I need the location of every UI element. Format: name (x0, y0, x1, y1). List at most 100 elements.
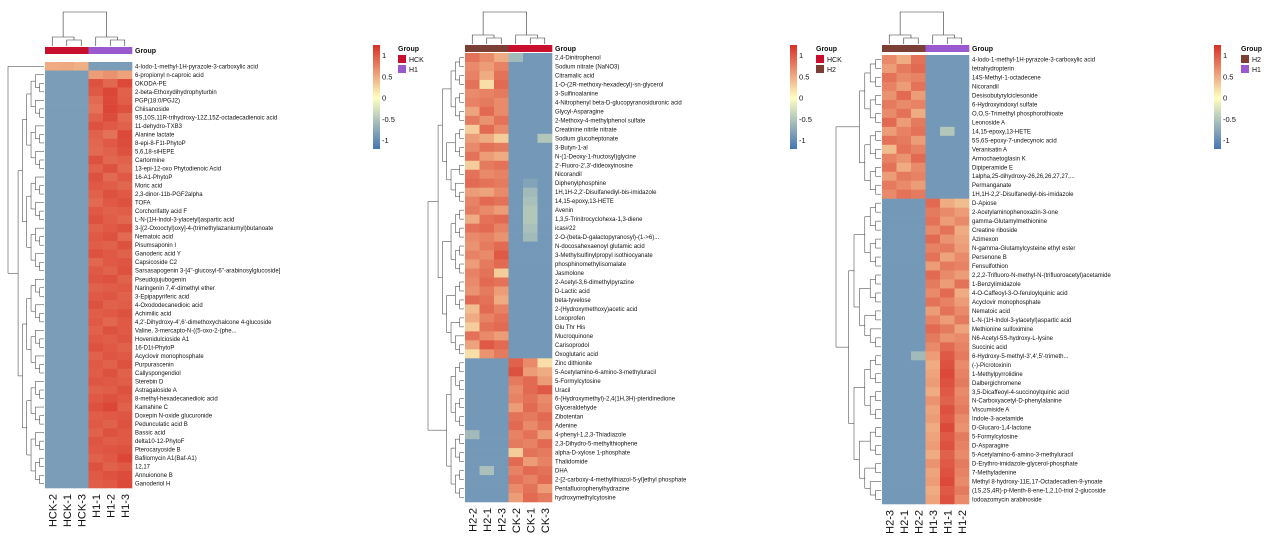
heatmap-cell (465, 187, 480, 197)
heatmap-cell (117, 462, 133, 472)
heatmap-cell (911, 108, 926, 119)
heatmap-cell (508, 349, 524, 359)
heatmap-cell (954, 306, 970, 316)
heatmap-cell (911, 387, 926, 397)
heatmap-cell (45, 317, 60, 327)
heatmap-cell (911, 486, 926, 496)
heatmap-cell (537, 457, 553, 467)
heatmap-cell (59, 343, 75, 352)
heatmap-cell (74, 223, 89, 233)
heatmap-cell (896, 207, 912, 217)
heatmap-cell (882, 252, 897, 262)
heatmap-cell (537, 70, 553, 81)
heatmap-cell (465, 232, 480, 242)
heatmap-cell (74, 130, 89, 139)
heatmap-cell (523, 178, 538, 188)
heatmap-cell (479, 394, 495, 404)
heatmap-cell (479, 484, 495, 494)
heatmap-cell (465, 151, 480, 162)
heatmap-cell (103, 309, 118, 318)
heatmap-cell (103, 240, 118, 250)
row-dendrogram (7, 66, 44, 484)
heatmap-cell (88, 189, 104, 199)
heatmap-cell (911, 279, 926, 289)
heatmap-cell (882, 351, 897, 361)
heatmap-cell (940, 369, 955, 379)
heatmap-cell (911, 297, 926, 307)
row-label: 4-Iodo-1-methyl-1H-pyrazole-3-carboxylic… (135, 64, 258, 70)
row-label: 2-[2-carboxy-4-methylthiazol-5-yl]ethyl … (555, 478, 687, 484)
heatmap-cell (537, 223, 553, 233)
heatmap-cell (88, 138, 104, 148)
row-label: 5,6,18-siHEPE (135, 149, 174, 155)
heatmap-cell (537, 403, 553, 413)
heatmap-cell (896, 144, 912, 155)
heatmap-cell (45, 394, 60, 404)
heatmap-cell (117, 317, 133, 327)
heatmap-cell (523, 376, 538, 386)
heatmap-cell (117, 411, 133, 421)
heatmap-cell (74, 351, 89, 361)
heatmap-cell (465, 349, 480, 359)
legend-title: Group (398, 46, 419, 53)
heatmap-cell (537, 142, 553, 153)
heatmap-cell (925, 72, 941, 83)
heatmap-cell (896, 378, 912, 388)
row-label: 2,4-Dinitrophenol (555, 55, 601, 61)
heatmap-cell (59, 215, 75, 225)
heatmap-cell (494, 340, 509, 350)
heatmap-cell (465, 331, 480, 341)
heatmap-cell (479, 277, 495, 287)
heatmap-cell (103, 368, 118, 378)
heatmap-cell (103, 70, 118, 80)
heatmap-cell (59, 462, 75, 472)
heatmap-cell (465, 196, 480, 206)
heatmap-cell (494, 196, 509, 206)
heatmap-cell (88, 206, 104, 216)
heatmap-cell (940, 324, 955, 334)
row-label: 1alpha,25-dihydroxy-26,26,26,27,27,... (972, 174, 1075, 180)
heatmap-cell (494, 430, 509, 440)
heatmap-cell (882, 55, 897, 65)
heatmap-cell (925, 450, 941, 460)
heatmap-cell (88, 249, 104, 259)
heatmap-cell (45, 62, 60, 71)
heatmap-cell (59, 96, 75, 105)
heatmap-cell (465, 97, 480, 108)
row-label: Ganoderiol H (135, 482, 170, 488)
heatmap-cell (479, 160, 495, 171)
heatmap-cell (465, 277, 480, 287)
row-label: 12,17 (135, 465, 151, 471)
heatmap-panel-1: Group 4-Iodo-1-methyl-1H-pyrazole-3-carbo… (7, 11, 424, 527)
heatmap-cell (940, 243, 955, 253)
heatmap-cell (88, 113, 104, 122)
heatmap-cell (59, 223, 75, 233)
heatmap-cell (465, 466, 480, 476)
heatmap-cell (508, 385, 524, 395)
heatmap-cell (911, 63, 926, 74)
heatmap-cell (508, 403, 524, 413)
heatmap-cell (88, 402, 104, 412)
heatmap-cell (537, 53, 553, 63)
legend-label: H1 (1252, 67, 1261, 74)
heatmap-cell (911, 180, 926, 190)
heatmap-cell (45, 79, 60, 88)
heatmap-cell (494, 205, 509, 215)
heatmap-cell (494, 466, 509, 476)
heatmap-cell (508, 286, 524, 296)
heatmap-cell (88, 87, 104, 97)
heatmap-cell (940, 351, 955, 361)
heatmap-cell (479, 124, 495, 135)
heatmap-cell (523, 304, 538, 314)
colorbar-tick-label: -1 (382, 136, 389, 145)
heatmap-cell (479, 304, 495, 314)
heatmap-cell (940, 414, 955, 424)
heatmap-cell (940, 495, 955, 505)
heatmap-cell (537, 133, 553, 144)
heatmap-cell (537, 421, 553, 431)
heatmap-cell (74, 334, 89, 344)
row-label: 4-Oxododecanedioic acid (135, 303, 203, 309)
heatmap-cell (479, 187, 495, 197)
heatmap-cell (59, 411, 75, 421)
heatmap-cell (911, 117, 926, 128)
